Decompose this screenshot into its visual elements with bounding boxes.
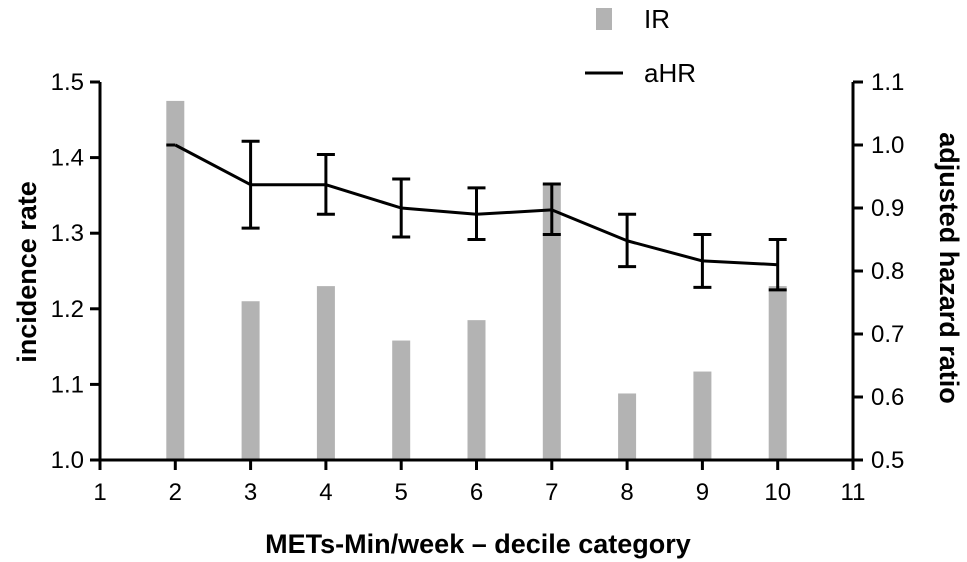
- y-left-tick-label: 1.0: [51, 447, 84, 474]
- y-right-tick-label: 0.6: [871, 384, 904, 411]
- x-tick-label: 9: [696, 479, 709, 506]
- y-right-axis-title: adjusted hazard ratio: [934, 132, 964, 404]
- ir-bar: [316, 286, 335, 460]
- ir-bar: [467, 320, 486, 460]
- x-tick-label: 2: [169, 479, 182, 506]
- legend-ir-label: IR: [644, 4, 670, 34]
- y-left-tick-label: 1.3: [51, 220, 84, 247]
- y-right-tick-label: 0.7: [871, 321, 904, 348]
- x-axis-title: METs-Min/week – decile category: [265, 529, 691, 559]
- legend-ir-swatch: [596, 8, 612, 30]
- legend-ahr-label: aHR: [644, 58, 696, 88]
- ir-bar: [166, 100, 185, 461]
- axes: [90, 80, 863, 470]
- ir-bar: [768, 286, 787, 460]
- y-right-tick-label: 1.1: [871, 69, 904, 96]
- x-tick-label: 3: [244, 479, 257, 506]
- x-tick-label: 11: [841, 479, 866, 506]
- tick-labels: 1 2 3 4 5 6 7 8 9 10 11 1.0 1.1 1.2 1.3 1.4 1.5 0.5 0.6 0.7…: [51, 69, 905, 506]
- x-tick-label: 8: [620, 479, 633, 506]
- ir-bars: [166, 100, 787, 461]
- y-right-tick-label: 0.8: [871, 258, 904, 285]
- x-tick-label: 4: [319, 479, 332, 506]
- y-left-tick-label: 1.1: [51, 371, 84, 398]
- ir-bar: [241, 301, 260, 460]
- y-right-tick-label: 1.0: [871, 132, 904, 159]
- x-tick-label: 6: [470, 479, 483, 506]
- y-left-tick-label: 1.4: [51, 145, 84, 172]
- ir-bar: [542, 184, 561, 460]
- x-tick-label: 7: [545, 479, 558, 506]
- ahr-line-series: [166, 139, 787, 292]
- y-left-tick-label: 1.5: [51, 69, 84, 96]
- ir-bar: [693, 371, 712, 460]
- x-tick-label: 10: [764, 479, 791, 506]
- x-tick-label: 5: [395, 479, 408, 506]
- ir-bar: [618, 393, 637, 460]
- y-right-tick-label: 0.9: [871, 195, 904, 222]
- x-tick-label: 1: [93, 479, 106, 506]
- y-right-tick-label: 0.5: [871, 447, 904, 474]
- y-left-axis-title: incidence rate: [12, 181, 42, 363]
- legend: IR aHR: [585, 4, 696, 88]
- y-left-tick-label: 1.2: [51, 296, 84, 323]
- ir-bar: [392, 340, 411, 460]
